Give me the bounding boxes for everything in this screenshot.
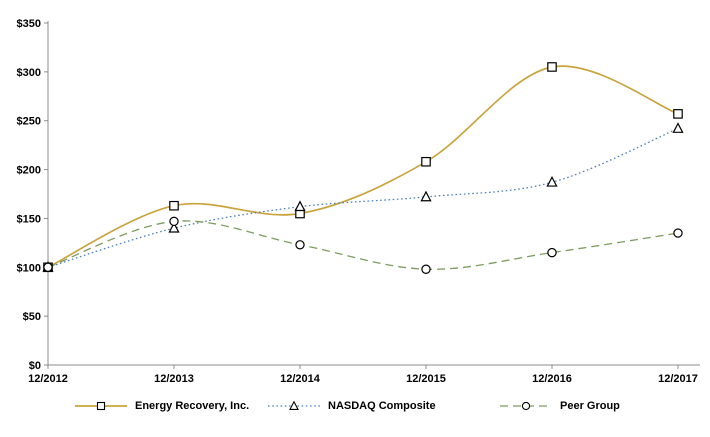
data-point-marker-triangle: [294, 200, 306, 212]
x-axis-label: 12/2016: [532, 373, 572, 385]
legend-item-energy-recovery: Energy Recovery, Inc.: [75, 400, 249, 412]
y-axis-label: $200: [17, 165, 41, 177]
data-point-marker-square: [673, 109, 683, 119]
legend-swatch-circle-icon: [500, 401, 552, 411]
legend-marker-shape: [289, 400, 299, 410]
series-line-1: [47, 127, 679, 268]
y-axis-label: $350: [17, 18, 41, 30]
y-axis-label: $250: [17, 116, 41, 128]
x-axis-label: 12/2012: [28, 373, 68, 385]
legend-item-peer-group: Peer Group: [500, 400, 620, 412]
data-point-marker-triangle: [672, 122, 684, 133]
data-point-marker-triangle: [420, 190, 432, 202]
legend-item-nasdaq-composite: NASDAQ Composite: [268, 400, 436, 412]
data-point-marker-square: [547, 62, 557, 72]
data-point-marker-square: [421, 156, 431, 167]
x-axis-label: 12/2015: [406, 373, 446, 385]
legend-swatch-triangle-icon: [268, 400, 320, 410]
y-axis-label: $100: [17, 262, 41, 274]
y-axis-label: $300: [17, 67, 41, 79]
data-point-marker-circle: [295, 240, 305, 250]
legend-label-energy-recovery: Energy Recovery, Inc.: [135, 400, 250, 412]
data-point-marker-triangle: [168, 221, 180, 233]
plot-area: $0 $50 $100 $150 $200 $250 $300 $350 12/2012 12/2…: [17, 18, 700, 385]
legend-marker-shape: [521, 401, 531, 411]
y-axis-label: $50: [23, 311, 41, 323]
data-point-marker-circle: [421, 264, 431, 274]
x-axis-label: 12/2013: [154, 373, 194, 385]
x-axis-label: 12/2017: [658, 373, 698, 385]
series-line-0: [47, 65, 679, 269]
data-point-marker-circle: [169, 216, 179, 227]
y-axis-label: $150: [17, 213, 41, 225]
data-point-marker-square: [169, 200, 179, 211]
data-point-marker-triangle: [546, 175, 558, 187]
legend-swatch-square-icon: [75, 401, 127, 411]
data-point-marker-circle: [547, 247, 557, 258]
x-axis-label: 12/2014: [280, 373, 321, 385]
legend-label-peer-group: Peer Group: [560, 400, 620, 412]
data-point-marker-circle: [43, 262, 53, 272]
y-axis-label: $0: [29, 360, 41, 372]
series-line-2: [47, 220, 679, 270]
legend-label-nasdaq-composite: NASDAQ Composite: [328, 400, 436, 412]
legend-marker-shape: [96, 401, 106, 411]
data-point-marker-circle: [673, 228, 683, 238]
